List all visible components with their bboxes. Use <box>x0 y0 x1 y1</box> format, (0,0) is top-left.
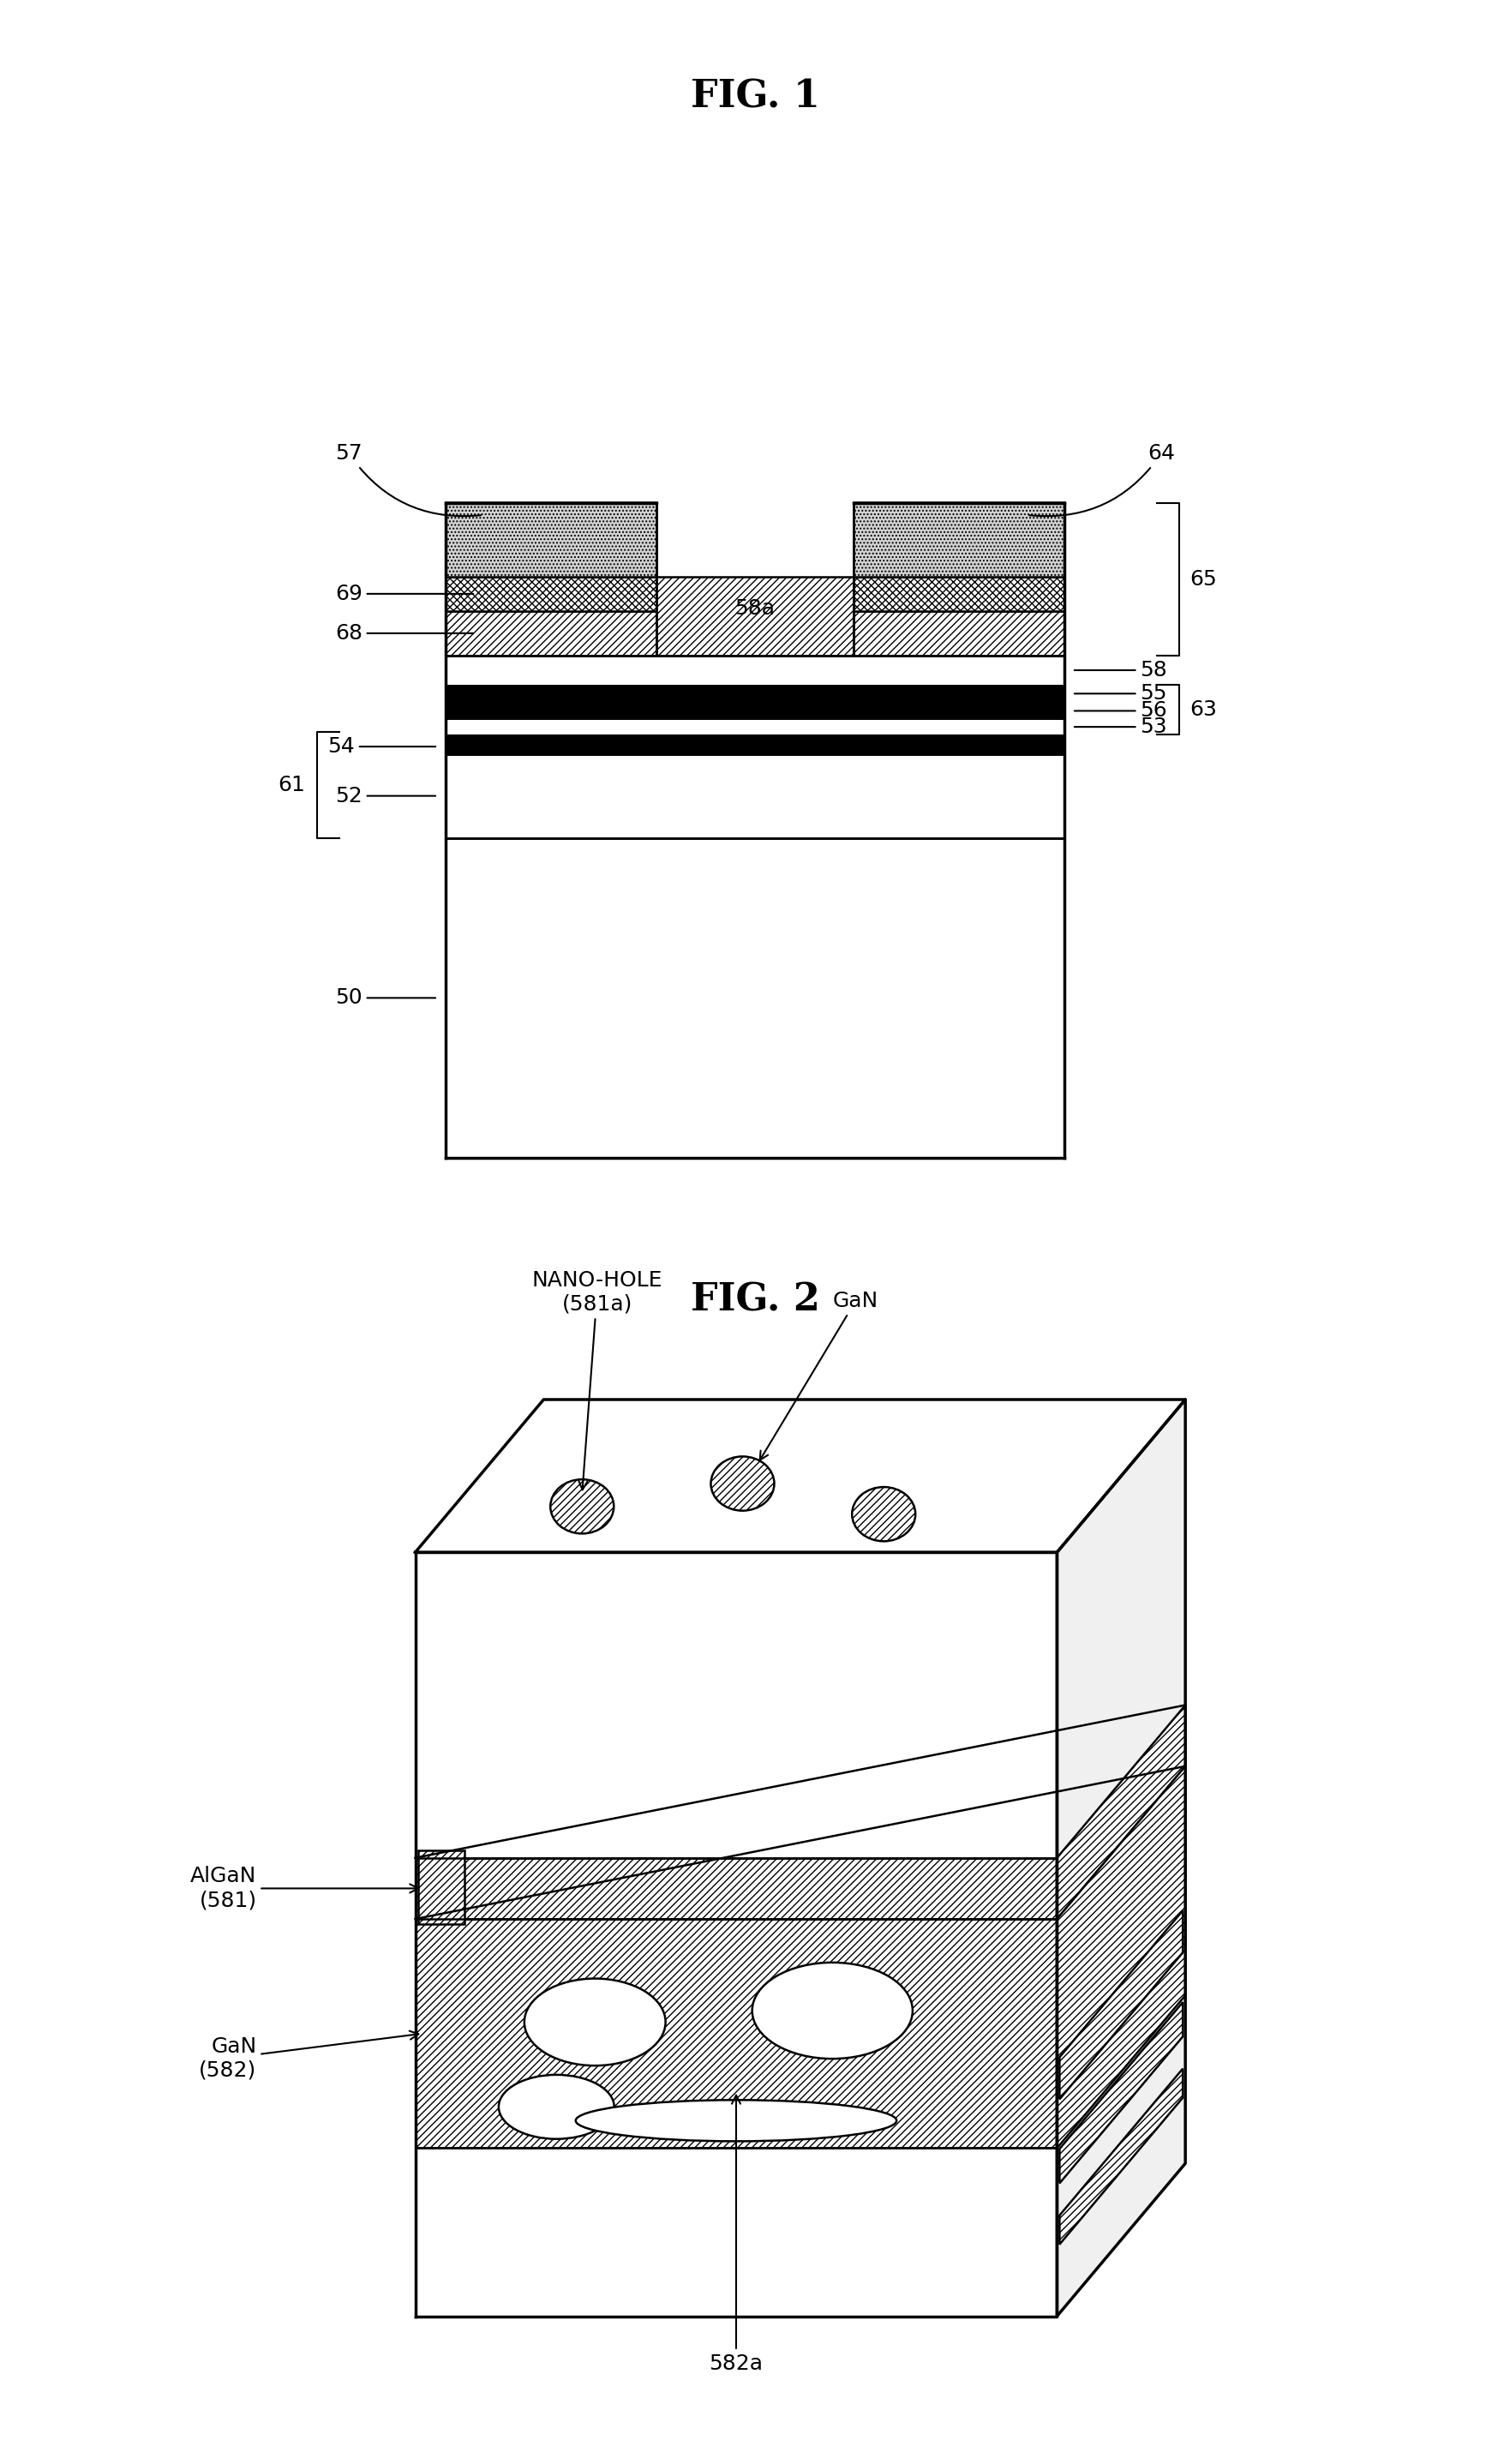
Text: 56: 56 <box>1075 700 1167 722</box>
Bar <box>445 577 657 611</box>
Polygon shape <box>1057 1767 1185 2149</box>
Bar <box>657 577 853 655</box>
Text: AlGaN
(581): AlGaN (581) <box>190 1865 418 1910</box>
Polygon shape <box>415 1400 1185 1552</box>
Text: 61: 61 <box>278 774 305 796</box>
Polygon shape <box>1057 1400 1185 2316</box>
Polygon shape <box>1060 1910 1182 2099</box>
Bar <box>445 838 1065 1158</box>
Bar <box>445 719 1065 734</box>
Text: 52: 52 <box>335 786 435 806</box>
Ellipse shape <box>575 2099 897 2141</box>
Ellipse shape <box>711 1456 775 1510</box>
Bar <box>445 503 657 577</box>
Ellipse shape <box>498 2075 615 2139</box>
Text: 57: 57 <box>335 444 480 515</box>
Bar <box>445 702 1065 719</box>
Text: 53: 53 <box>1075 717 1167 737</box>
Polygon shape <box>415 1919 1057 2149</box>
Text: 65: 65 <box>1190 569 1217 589</box>
Bar <box>445 611 1065 655</box>
Bar <box>445 685 1065 702</box>
Bar <box>445 734 1065 754</box>
Polygon shape <box>415 1552 1057 2316</box>
Text: FIG. 1: FIG. 1 <box>690 79 820 116</box>
Text: GaN: GaN <box>760 1291 879 1461</box>
Text: 69: 69 <box>335 584 473 604</box>
Ellipse shape <box>550 1478 613 1533</box>
Bar <box>445 754 1065 838</box>
Bar <box>445 655 1065 685</box>
Bar <box>853 577 1065 611</box>
Bar <box>445 678 1065 685</box>
Text: 63: 63 <box>1190 700 1217 719</box>
Text: 58: 58 <box>1075 660 1167 680</box>
Polygon shape <box>415 1858 1057 1919</box>
Text: 64: 64 <box>1030 444 1175 515</box>
Text: 68: 68 <box>335 623 473 643</box>
Bar <box>853 503 1065 577</box>
Text: NANO-HOLE
(581a): NANO-HOLE (581a) <box>532 1269 663 1491</box>
Text: 55: 55 <box>1075 683 1167 705</box>
Text: 582a: 582a <box>710 2094 763 2373</box>
Polygon shape <box>1060 2070 1182 2245</box>
Ellipse shape <box>524 1979 666 2065</box>
Text: GaN
(582): GaN (582) <box>199 2030 418 2080</box>
Polygon shape <box>1060 2003 1182 2183</box>
Text: 54: 54 <box>328 737 435 756</box>
Text: 58a: 58a <box>735 599 775 618</box>
Ellipse shape <box>852 1486 915 1542</box>
Polygon shape <box>1057 1705 1185 1919</box>
Text: FIG. 2: FIG. 2 <box>690 1281 820 1318</box>
Text: 50: 50 <box>335 988 435 1008</box>
Bar <box>418 1850 465 1924</box>
Ellipse shape <box>752 1961 912 2060</box>
